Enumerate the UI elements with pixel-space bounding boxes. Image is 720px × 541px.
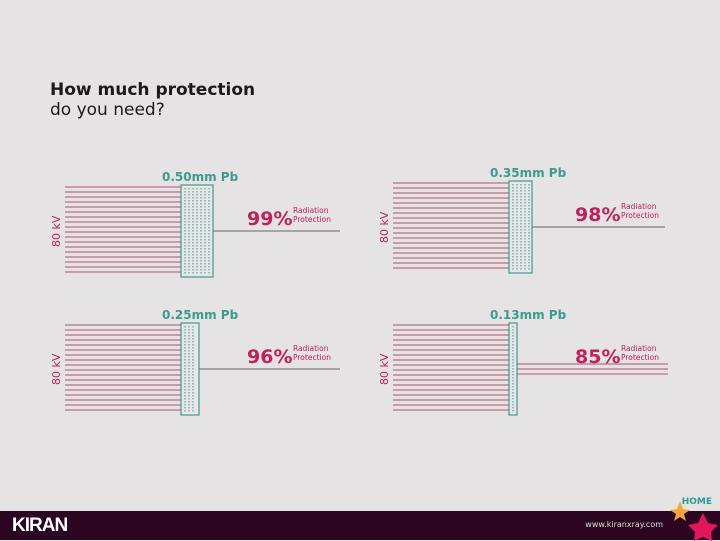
radiation-label: Radiation xyxy=(621,344,657,353)
kv-label: 80 kV xyxy=(50,353,63,385)
protection-label: Protection xyxy=(293,353,331,362)
footer: KIRAN www.kiranxray.com xyxy=(0,501,720,541)
protection-percent: 98% xyxy=(575,204,620,226)
star-logo-icon xyxy=(670,501,718,541)
page-title: How much protection do you need? xyxy=(50,80,255,120)
kv-label: 80 kV xyxy=(378,353,391,385)
kv-label: 80 kV xyxy=(378,211,391,243)
lead-shield xyxy=(180,322,200,416)
protection-label: Protection xyxy=(621,211,659,220)
kv-label: 80 kV xyxy=(50,215,63,247)
radiation-label: Radiation xyxy=(293,344,329,353)
protection-label: Protection xyxy=(293,215,331,224)
radiation-label: Radiation xyxy=(293,206,329,215)
protection-label: Protection xyxy=(621,353,659,362)
kiran-logo: KIRAN xyxy=(12,515,68,536)
home-link[interactable]: HOME xyxy=(681,497,712,507)
protection-percent: 85% xyxy=(575,346,620,368)
thickness-label: 0.13mm Pb xyxy=(490,308,567,322)
protection-percent: 99% xyxy=(247,208,292,230)
title-bold: How much protection xyxy=(50,80,256,100)
radiation-label: Radiation xyxy=(621,202,657,211)
thickness-label: 0.50mm Pb xyxy=(162,170,239,184)
thickness-label: 0.25mm Pb xyxy=(162,308,239,322)
website-url[interactable]: www.kiranxray.com xyxy=(585,520,663,529)
title-subtitle: do you need? xyxy=(50,100,165,120)
protection-percent: 96% xyxy=(247,346,292,368)
thickness-label: 0.35mm Pb xyxy=(490,166,567,180)
